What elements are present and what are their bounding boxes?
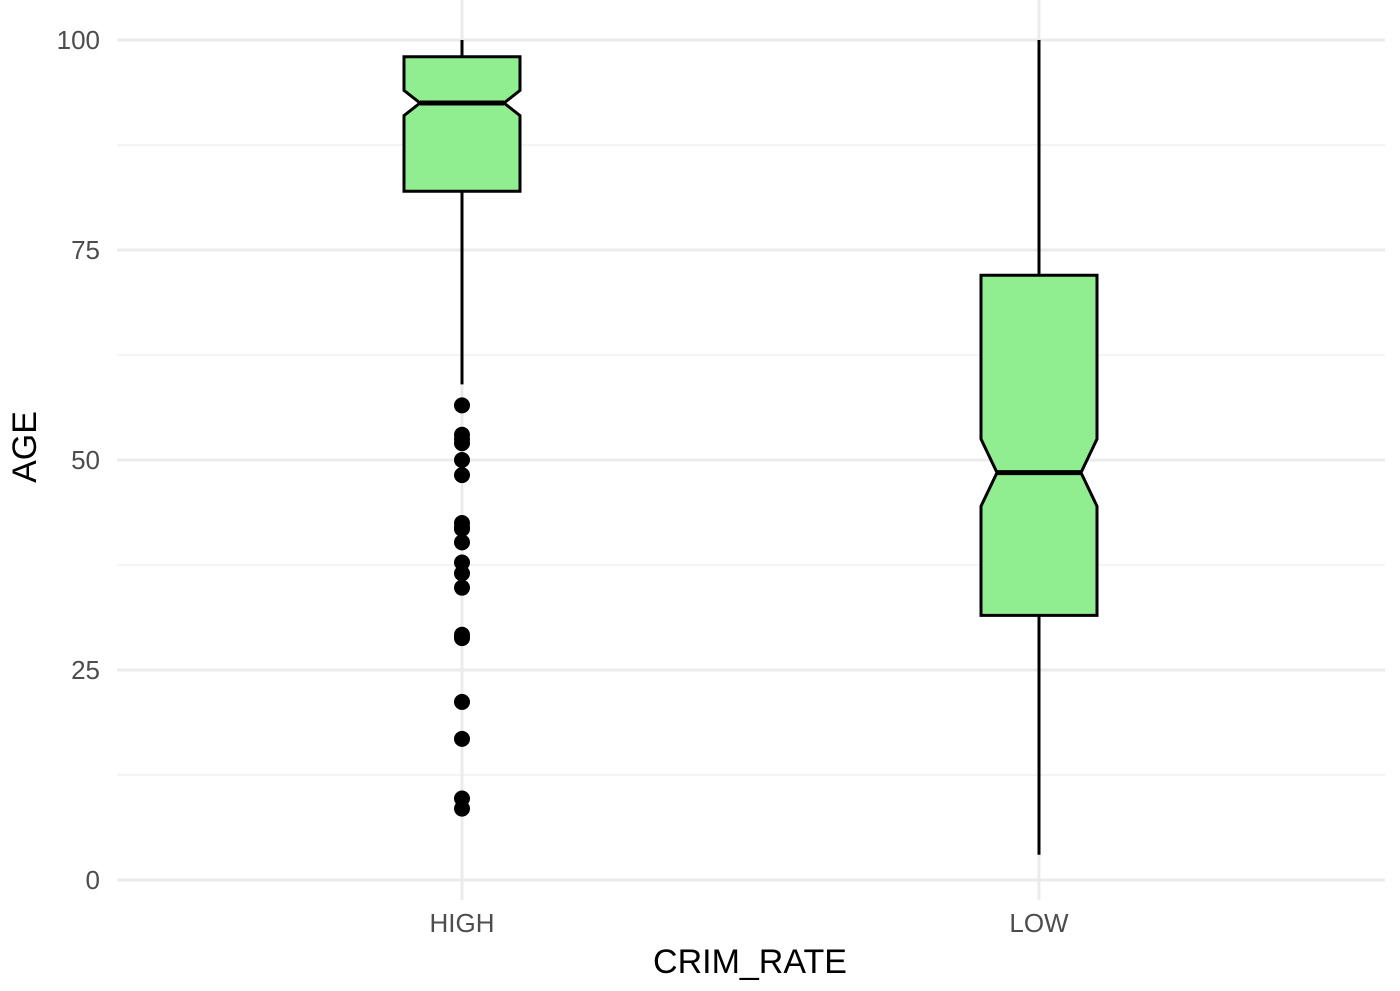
- outlier-point: [454, 435, 470, 452]
- box-series: [402, 40, 1099, 855]
- y-tick-label: 75: [71, 235, 100, 265]
- x-tick-label: HIGH: [430, 908, 495, 938]
- outlier-point: [454, 534, 470, 551]
- outlier-point: [454, 565, 470, 582]
- box-body: [402, 55, 522, 193]
- y-axis-tick-labels: 0 25 50 75 100: [57, 25, 100, 895]
- minor-gridlines: [117, 144, 1385, 776]
- outlier-point: [454, 579, 470, 596]
- outlier-point: [454, 520, 470, 537]
- x-axis-tick-labels: HIGH LOW: [430, 908, 1070, 938]
- major-gridlines: [117, 0, 1385, 900]
- y-tick-label: 50: [71, 445, 100, 475]
- box-low: [979, 40, 1099, 855]
- outlier-point: [454, 452, 470, 468]
- outlier-point: [454, 630, 470, 647]
- y-tick-label: 100: [57, 25, 100, 55]
- outlier-point: [454, 693, 470, 710]
- x-axis-title: CRIM_RATE: [653, 943, 847, 981]
- box-high: [402, 40, 522, 817]
- outlier-point: [454, 397, 470, 414]
- y-tick-label: 0: [86, 865, 100, 895]
- box-body: [979, 273, 1099, 617]
- outlier-point: [454, 467, 470, 484]
- y-axis-title: AGE: [6, 411, 44, 483]
- y-tick-label: 25: [71, 655, 100, 685]
- x-tick-label: LOW: [1009, 908, 1069, 938]
- outlier-point: [454, 800, 470, 817]
- outlier-point: [454, 730, 470, 747]
